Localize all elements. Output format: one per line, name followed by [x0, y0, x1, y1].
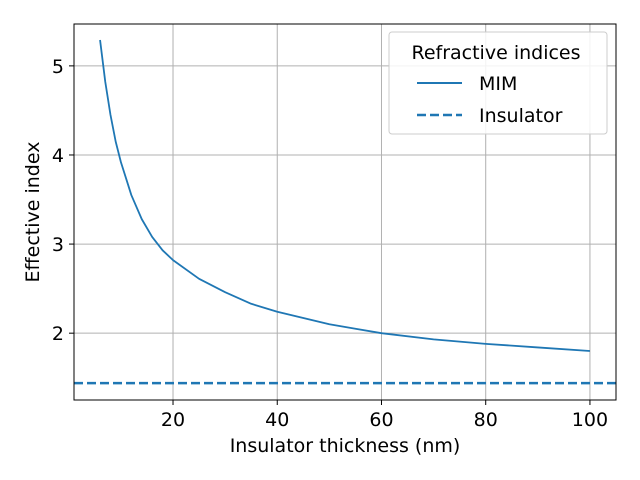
- x-tick-label: 40: [265, 409, 289, 431]
- y-tick-label: 4: [52, 145, 64, 167]
- legend-title: Refractive indices: [411, 42, 580, 64]
- plot-area: [74, 39, 616, 385]
- x-tick-label: 100: [572, 409, 608, 431]
- series-line-mim: [99, 39, 591, 352]
- axis-ticks: 20 40 60 80 100 2 3 4 5: [52, 56, 608, 431]
- plot-frame: [73, 23, 617, 401]
- y-tick-label: 3: [52, 234, 64, 256]
- legend-label-insulator: Insulator: [479, 105, 563, 127]
- y-tick-label: 5: [52, 56, 64, 78]
- x-tick-label: 80: [474, 409, 498, 431]
- y-tick-label: 2: [52, 323, 64, 345]
- x-axis-label: Insulator thickness (nm): [230, 435, 461, 457]
- legend-label-mim: MIM: [479, 73, 517, 95]
- x-tick-label: 20: [161, 409, 185, 431]
- y-axis-label: Effective index: [22, 142, 44, 283]
- legend-box: [388, 31, 608, 135]
- legend: Refractive indices MIM Insulator: [388, 31, 608, 135]
- x-tick-label: 60: [369, 409, 393, 431]
